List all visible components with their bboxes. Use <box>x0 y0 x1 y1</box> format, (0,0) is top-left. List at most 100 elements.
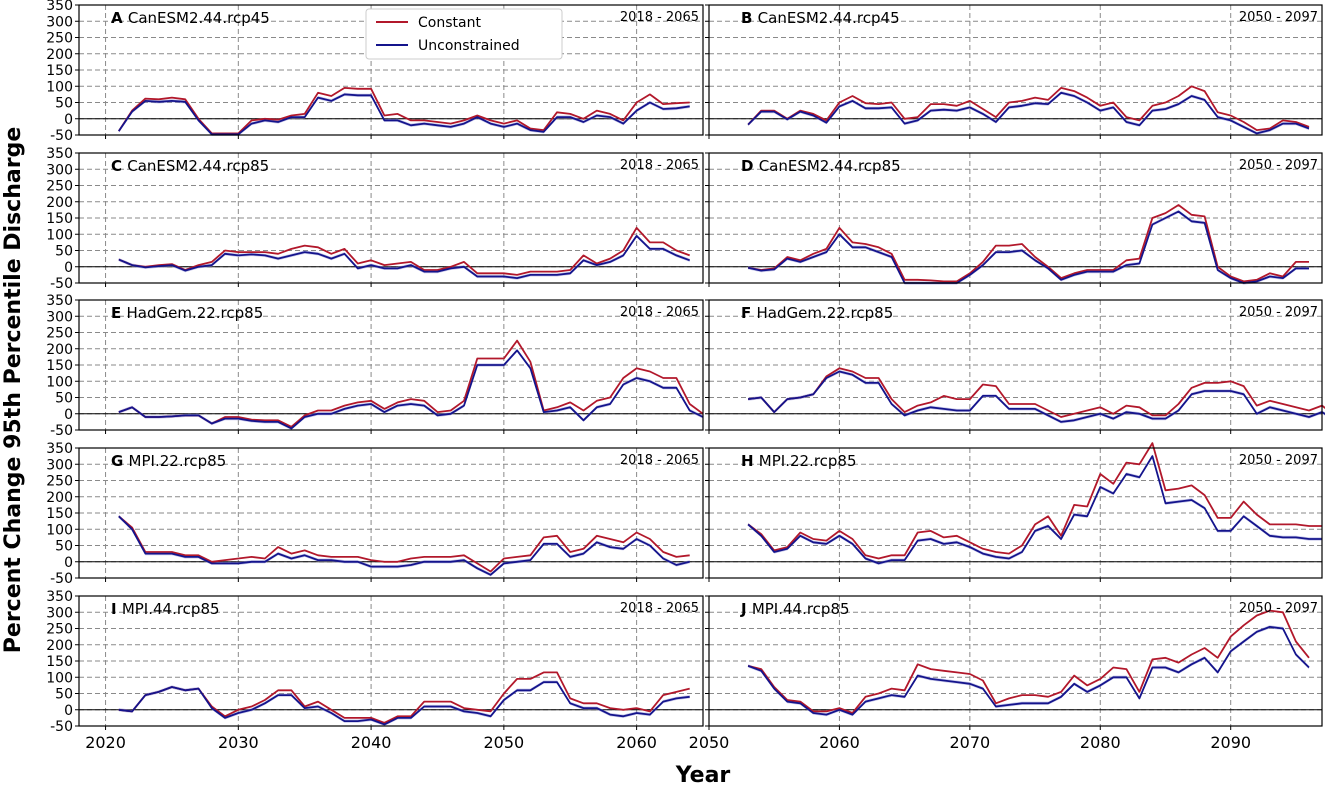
y-tick-label: 150 <box>46 506 73 522</box>
y-tick-label: -50 <box>50 128 73 144</box>
y-tick-label: 150 <box>46 654 73 670</box>
panel-d-title: D CanESM2.44.rcp85 <box>741 157 901 175</box>
y-tick-label: 350 <box>46 146 73 162</box>
panel-h-unconstrained-line <box>747 455 1322 565</box>
panel-b-letter: B <box>741 9 758 27</box>
y-axis-label: Percent Change 95th Percentile Discharge <box>1 127 26 653</box>
y-tick-label: 0 <box>64 703 73 719</box>
panel-c-range: 2018 - 2065 <box>620 158 699 173</box>
y-tick-label: 50 <box>55 539 73 555</box>
panel-j-range: 2050 - 2097 <box>1239 601 1318 616</box>
legend-box <box>365 8 563 60</box>
panel-g-range: 2018 - 2065 <box>620 453 699 468</box>
x-tick-label: 2030 <box>218 733 259 752</box>
y-tick-label: 150 <box>46 211 73 227</box>
panel-i-letter: I <box>111 600 122 618</box>
panel-b-unconstrained-line <box>747 91 1310 135</box>
y-tick-label: 350 <box>46 441 73 457</box>
panel-a-band <box>118 92 690 136</box>
panel-e-unconstrained-line <box>118 349 704 430</box>
panel-d-letter: D <box>741 157 759 175</box>
panel-g-unconstrained-line <box>118 515 690 576</box>
x-tick-label: 2050 <box>483 733 524 752</box>
x-tick-label: 2060 <box>819 733 860 752</box>
panel-a-model: CanESM2.44.rcp45 <box>128 9 270 27</box>
y-tick-label: 200 <box>46 490 73 506</box>
panel-i-title: I MPI.44.rcp85 <box>111 600 220 618</box>
panel-f-unconstrained-line <box>747 370 1325 423</box>
panel-a-range: 2018 - 2065 <box>620 10 699 25</box>
panel-f: F HadGem.22.rcp85 2050 - 2097 <box>705 299 1325 434</box>
panel-g-letter: G <box>111 452 129 470</box>
panel-c-constant-line <box>118 226 691 276</box>
panel-b-range: 2050 - 2097 <box>1239 10 1318 25</box>
panel-f-model: HadGem.22.rcp85 <box>756 304 893 322</box>
panel-h-letter: H <box>741 452 759 470</box>
y-tick-label: 250 <box>46 31 73 47</box>
y-tick-label: 100 <box>46 522 73 538</box>
y-tick-label: 200 <box>46 342 73 358</box>
panel-c-letter: C <box>111 157 127 175</box>
panel-h-constant-line <box>747 442 1322 560</box>
panel-i-constant-line <box>118 671 690 724</box>
y-tick-label: 50 <box>55 391 73 407</box>
panel-e-letter: E <box>111 304 126 322</box>
x-tick-label: 2070 <box>949 733 990 752</box>
y-tick-label: 300 <box>46 457 73 473</box>
y-tick-label: 300 <box>46 309 73 325</box>
panel-e-model: HadGem.22.rcp85 <box>126 304 263 322</box>
y-tick-label: 250 <box>46 474 73 490</box>
y-tick-label: 300 <box>46 162 73 178</box>
y-tick-label: 200 <box>46 195 73 211</box>
panel-b-title: B CanESM2.44.rcp45 <box>741 9 900 27</box>
y-tick-label: 250 <box>46 179 73 195</box>
panel-j-letter: J <box>740 600 752 618</box>
x-tick-label: 2020 <box>85 733 126 752</box>
y-tick-label: 350 <box>46 589 73 605</box>
panel-a-title: A CanESM2.44.rcp45 <box>111 9 270 27</box>
panel-j-title: J MPI.44.rcp85 <box>740 600 850 618</box>
panel-d-unconstrained-line <box>747 210 1309 284</box>
panel-d-constant-line <box>747 204 1309 283</box>
y-tick-label: 250 <box>46 326 73 342</box>
panel-g-model: MPI.22.rcp85 <box>129 452 227 470</box>
y-tick-label: -50 <box>50 571 73 587</box>
panel-f-band <box>748 369 1325 424</box>
panel-j-constant-line <box>747 609 1310 714</box>
y-tick-label: 0 <box>64 112 73 128</box>
x-tick-label: 2060 <box>616 733 657 752</box>
panel-h-range: 2050 - 2097 <box>1239 453 1318 468</box>
panel-i-unconstrained-line <box>118 681 690 726</box>
y-tick-label: 150 <box>46 358 73 374</box>
legend: Constant Unconstrained <box>365 8 563 60</box>
y-tick-label: 100 <box>46 374 73 390</box>
panel-a-letter: A <box>111 9 128 27</box>
panel-h-title: H MPI.22.rcp85 <box>741 452 857 470</box>
panel-i-range: 2018 - 2065 <box>620 601 699 616</box>
y-tick-label: -50 <box>50 423 73 439</box>
y-tick-label: 250 <box>46 622 73 638</box>
y-tick-label: 200 <box>46 638 73 654</box>
panel-i-model: MPI.44.rcp85 <box>122 600 220 618</box>
x-tick-label: 2050 <box>689 733 730 752</box>
y-tick-label: 100 <box>46 670 73 686</box>
panel-a-unconstrained-line <box>118 93 690 136</box>
panel-i-band <box>118 680 690 726</box>
panel-f-range: 2050 - 2097 <box>1239 305 1318 320</box>
panel-h: H MPI.22.rcp85 2050 - 2097 <box>705 442 1323 582</box>
y-tick-label: 50 <box>55 244 73 260</box>
panel-g-constant-line <box>118 515 690 573</box>
y-tick-label: -50 <box>50 719 73 735</box>
y-tick-label: -50 <box>50 276 73 292</box>
y-tick-label: 350 <box>46 293 73 309</box>
panel-d: D CanESM2.44.rcp85 2050 - 2097 <box>705 152 1323 287</box>
y-tick-label: 200 <box>46 47 73 63</box>
panel-h-band <box>748 454 1322 565</box>
panel-d-range: 2050 - 2097 <box>1239 158 1318 173</box>
